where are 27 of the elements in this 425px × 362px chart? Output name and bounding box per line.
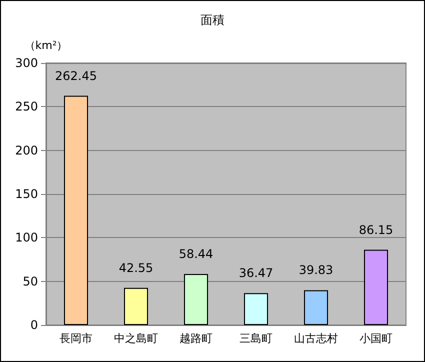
x-tick-label: 長岡市: [60, 332, 92, 345]
bar: [184, 274, 208, 325]
data-label: 42.55: [118, 260, 154, 275]
y-tick-label: 100: [15, 230, 38, 245]
bar: [244, 293, 268, 325]
x-tick-label: 小国町: [360, 332, 392, 345]
data-label: 262.45: [55, 68, 97, 83]
bar: [304, 290, 328, 325]
bar: [64, 96, 88, 325]
y-axis-title: （km²）: [24, 39, 68, 52]
x-tick-label: 中之島町: [114, 332, 158, 345]
chart-title: 面積: [200, 13, 224, 27]
y-tick-label: 250: [15, 100, 38, 114]
bar: [124, 288, 148, 325]
x-tick-label: 三島町: [240, 332, 272, 345]
y-tick-label: 150: [15, 187, 38, 201]
data-label: 39.83: [298, 263, 334, 278]
x-tick-label: 越路町: [180, 332, 212, 345]
x-tick-label: 山古志村: [294, 332, 338, 345]
data-label: 58.44: [178, 246, 214, 261]
bar: [364, 250, 388, 325]
y-tick-label: 300: [15, 56, 38, 70]
y-tick-label: 200: [15, 143, 38, 158]
y-tick-label: 50: [22, 274, 38, 288]
y-tick-label: 0: [30, 318, 38, 332]
data-label: 86.15: [358, 222, 394, 237]
data-label: 36.47: [238, 266, 274, 280]
